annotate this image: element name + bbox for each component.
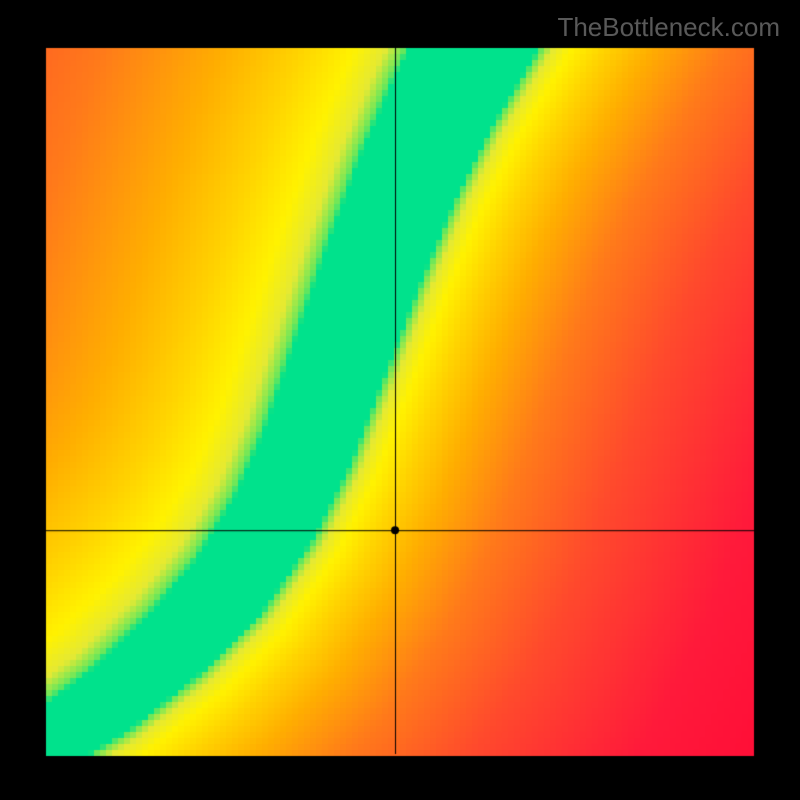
chart-container: TheBottleneck.com (0, 0, 800, 800)
bottleneck-heatmap-canvas (0, 0, 800, 800)
watermark-text: TheBottleneck.com (557, 12, 780, 43)
